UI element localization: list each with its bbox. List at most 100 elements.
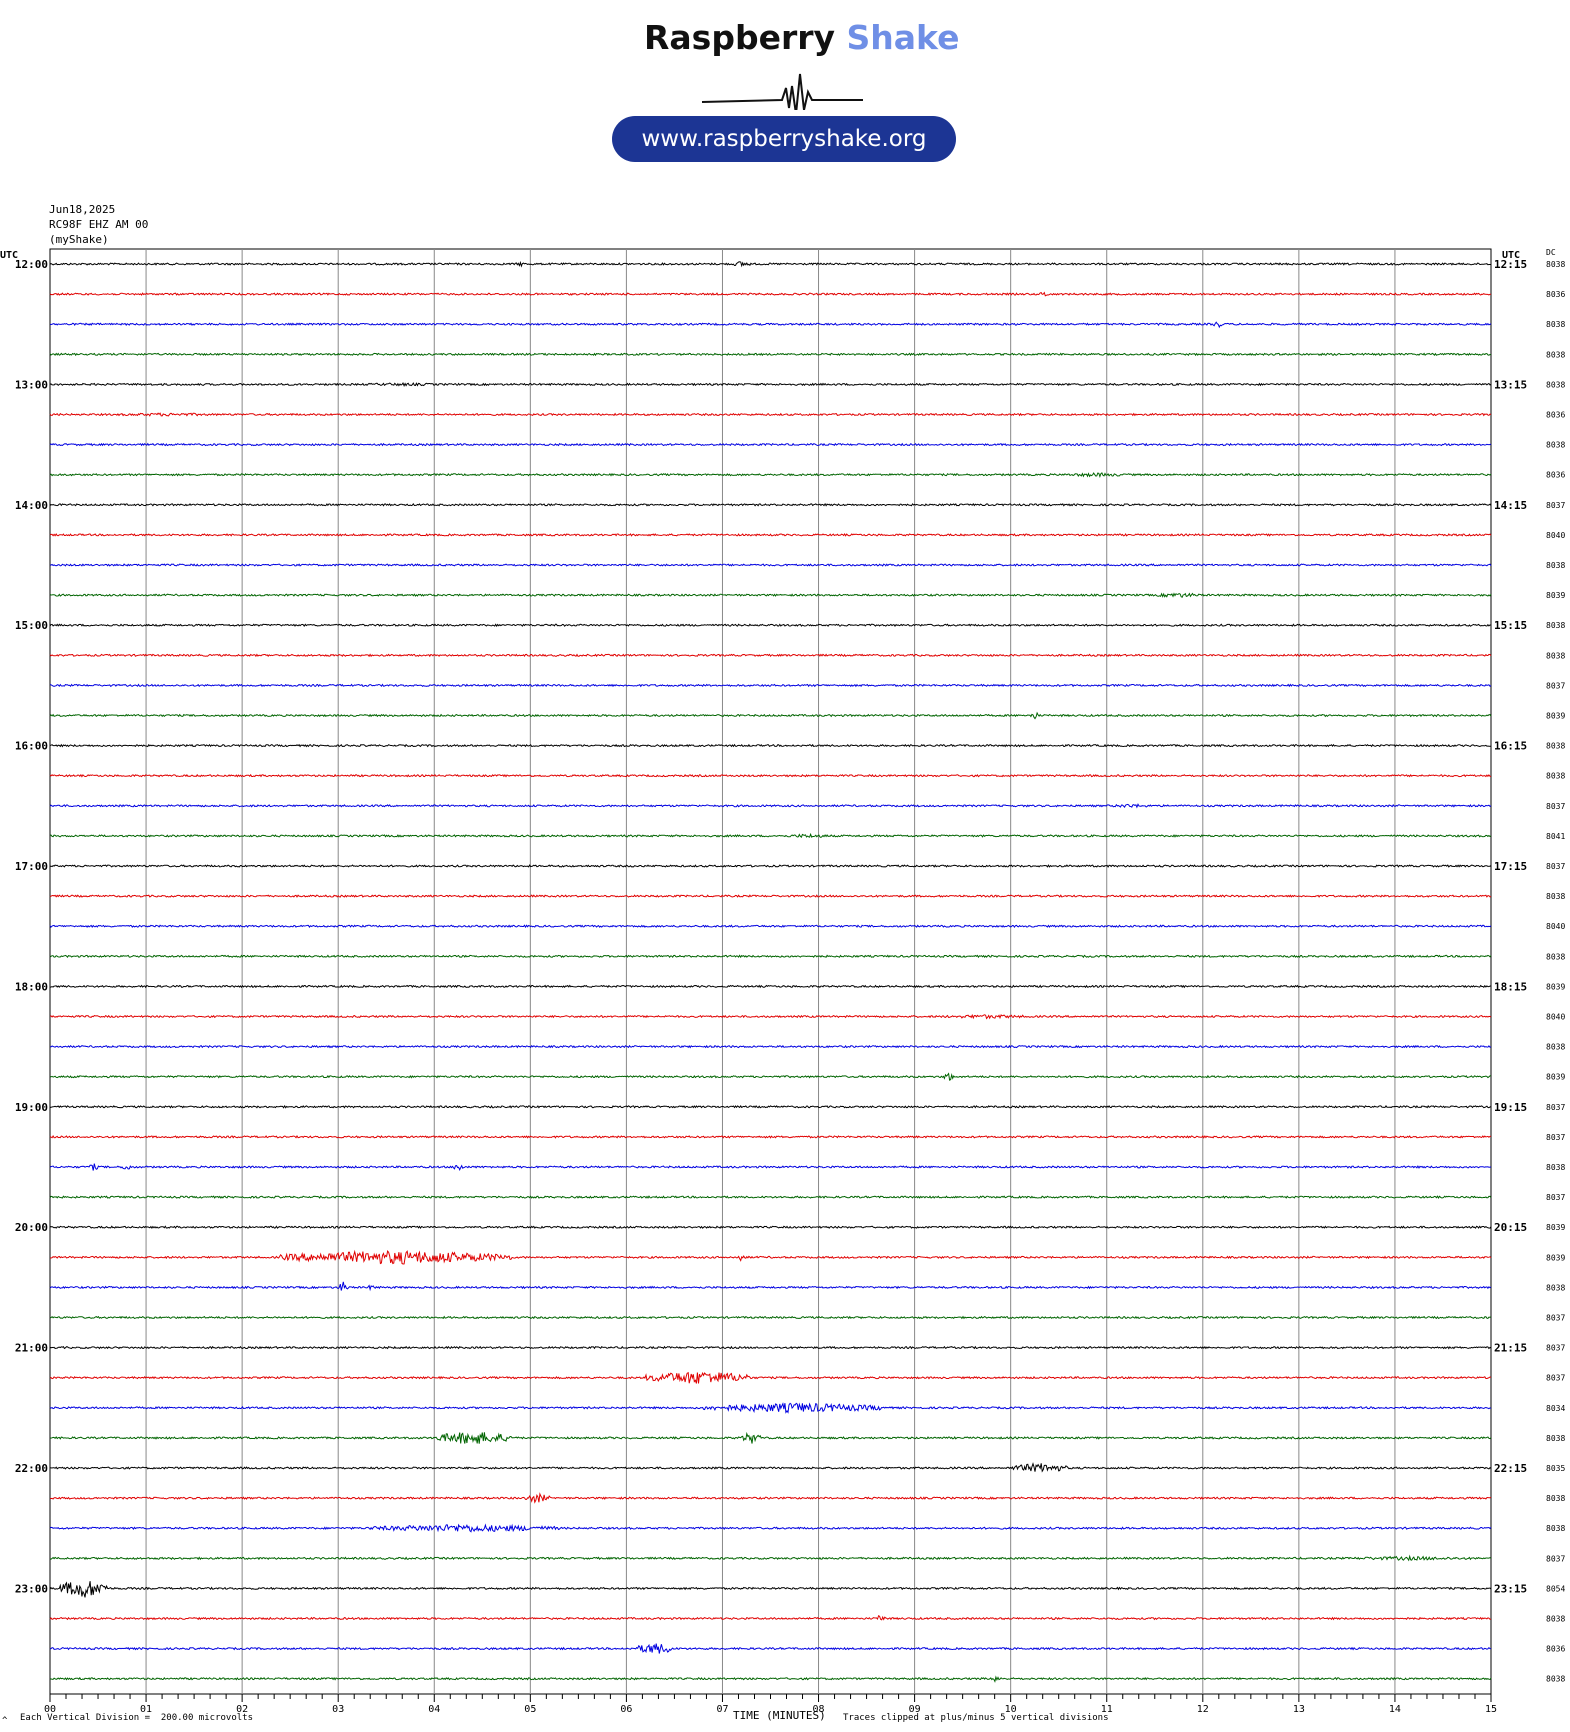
x-tick-label: 08 (813, 1704, 825, 1715)
seismic-trace (49, 321, 1492, 329)
seismic-trace (49, 1402, 1492, 1414)
seismic-trace (49, 1072, 1492, 1081)
seismic-trace (49, 1135, 1492, 1139)
x-tick-label: 05 (524, 1704, 536, 1715)
hour-label-right: 12:15 (1494, 258, 1527, 271)
dc-value-label: 8038 (1546, 742, 1565, 751)
dc-value-label: 8038 (1546, 952, 1565, 961)
seismic-trace (49, 924, 1492, 929)
seismic-trace (49, 954, 1492, 959)
hour-label-right: 20:15 (1494, 1221, 1527, 1234)
seismic-trace (49, 352, 1492, 357)
dc-value-label: 8036 (1546, 471, 1565, 480)
dc-value-label: 8038 (1546, 1524, 1565, 1533)
seismic-trace (49, 653, 1492, 658)
hour-label-left: 15:00 (15, 619, 48, 632)
dc-value-label: 8040 (1546, 531, 1565, 540)
x-tick-label: 12 (1197, 1704, 1209, 1715)
dc-value-label: 8036 (1546, 411, 1565, 420)
seismic-trace (49, 743, 1492, 748)
dc-value-label: 8038 (1546, 1163, 1565, 1172)
seismic-trace (49, 803, 1492, 809)
hour-label-left: 23:00 (15, 1582, 48, 1595)
x-tick-label: 07 (716, 1704, 728, 1715)
hour-label-left: 18:00 (15, 980, 48, 993)
dc-value-label: 8036 (1546, 290, 1565, 299)
seismic-trace (49, 1013, 1492, 1020)
raspberry-shake-logo: Raspberry Shake www.raspberryshake.org (600, 18, 980, 168)
x-tick-label: 14 (1389, 1704, 1401, 1715)
hour-label-right: 23:15 (1494, 1582, 1527, 1595)
seismic-trace (50, 1462, 1492, 1473)
seismic-trace (49, 1345, 1492, 1350)
x-tick-label: 00 (44, 1704, 56, 1715)
record-date: Jun18,2025 (49, 203, 116, 216)
x-tick-label: 15 (1485, 1704, 1497, 1715)
seismic-trace (49, 1614, 1492, 1621)
network-name: (myShake) (49, 233, 109, 246)
dc-value-label: 8039 (1546, 1223, 1565, 1232)
seismic-trace (49, 1315, 1492, 1320)
seismic-trace (49, 1554, 1492, 1562)
x-tick-label: 02 (236, 1704, 248, 1715)
dc-value-label: 8038 (1546, 1283, 1565, 1292)
hour-label-left: 19:00 (15, 1101, 48, 1114)
seismic-trace (49, 260, 1491, 268)
vertical-division-note: Each Vertical Division = 200.00 microvol… (20, 1713, 253, 1723)
hour-label-left: 20:00 (15, 1221, 48, 1234)
dc-value-label: 8036 (1546, 1645, 1565, 1654)
hour-label-right: 13:15 (1494, 378, 1527, 391)
seismic-trace (49, 623, 1492, 628)
seismic-trace (49, 1104, 1492, 1109)
seismic-trace (50, 1249, 1492, 1265)
seismic-trace (49, 711, 1492, 720)
dc-value-label: 8038 (1546, 380, 1565, 389)
hour-label-left: 12:00 (15, 258, 48, 271)
dc-value-label: 8041 (1546, 832, 1565, 841)
hour-label-right: 18:15 (1494, 980, 1527, 993)
hour-label-left: 13:00 (15, 378, 48, 391)
seismic-trace (50, 1044, 1492, 1049)
seismic-trace (49, 442, 1492, 447)
seismic-trace (49, 533, 1492, 537)
hour-label-right: 17:15 (1494, 860, 1527, 873)
dc-value-label: 8035 (1546, 1464, 1565, 1473)
dc-value-label: 8038 (1546, 561, 1565, 570)
seismic-trace (49, 894, 1492, 898)
dc-header-label: DC (1546, 248, 1556, 257)
seismic-trace (49, 1371, 1492, 1384)
seismic-trace (49, 1163, 1492, 1172)
dc-value-label: 8038 (1546, 651, 1565, 660)
seismic-trace (49, 1523, 1492, 1533)
dc-value-label: 8038 (1546, 320, 1565, 329)
hour-label-right: 15:15 (1494, 619, 1527, 632)
clip-note: Traces clipped at plus/minus 5 vertical … (843, 1713, 1109, 1723)
dc-value-label: 8039 (1546, 1253, 1565, 1262)
seismic-trace (49, 832, 1492, 839)
seismic-trace (49, 1281, 1492, 1292)
website-url-pill[interactable]: www.raspberryshake.org (612, 116, 956, 162)
hour-label-right: 19:15 (1494, 1101, 1527, 1114)
seismic-trace (49, 984, 1492, 989)
hour-label-left: 16:00 (15, 740, 48, 753)
dc-value-label: 8037 (1546, 1103, 1565, 1112)
hour-label-left: 22:00 (15, 1462, 48, 1475)
dc-value-label: 8039 (1546, 591, 1565, 600)
seismic-trace (49, 864, 1492, 868)
logo-word-shake: Shake (846, 18, 960, 57)
seismic-trace (49, 1492, 1492, 1504)
hour-label-left: 17:00 (15, 860, 48, 873)
dc-value-label: 8039 (1546, 982, 1565, 991)
x-tick-label: 11 (1101, 1704, 1113, 1715)
dc-value-label: 8037 (1546, 1133, 1565, 1142)
dc-value-label: 8038 (1546, 892, 1565, 901)
seismic-trace (49, 291, 1492, 297)
dc-value-label: 8037 (1546, 1554, 1565, 1563)
x-tick-label: 01 (140, 1704, 152, 1715)
dc-value-label: 8037 (1546, 1344, 1565, 1353)
hour-label-right: 14:15 (1494, 499, 1527, 512)
seismic-trace (49, 1431, 1492, 1444)
dc-value-label: 8039 (1546, 712, 1565, 721)
dc-value-label: 8038 (1546, 1043, 1565, 1052)
